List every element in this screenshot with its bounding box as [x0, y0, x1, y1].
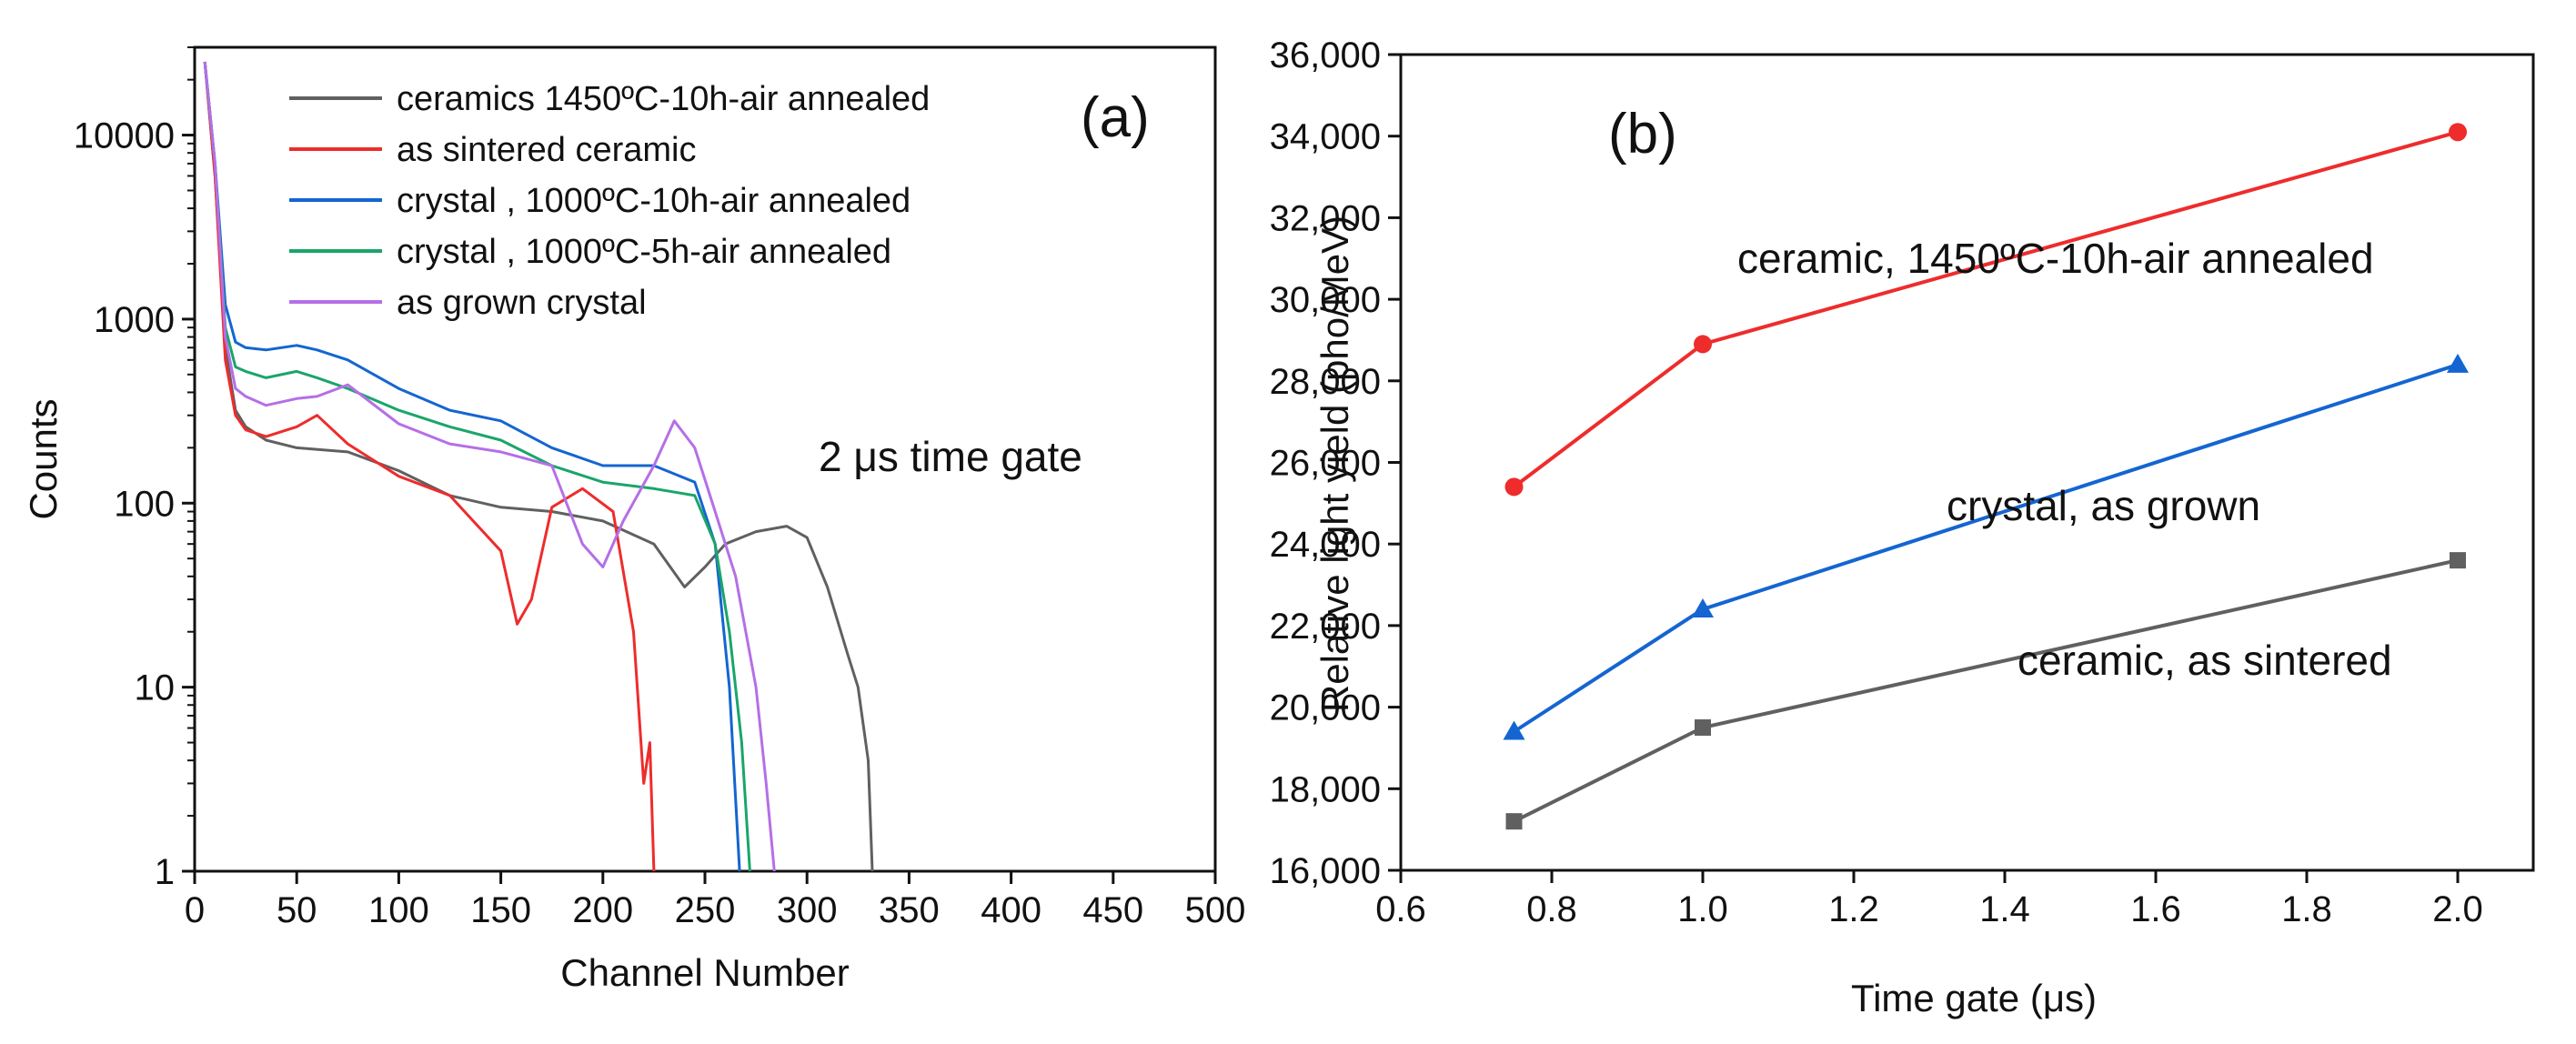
panel-b-y-tick-label: 22,000	[1270, 607, 1381, 647]
panel-a-legend-label-0: ceramics 1450ºC-10h-air annealed	[397, 80, 930, 118]
panel-a-x-tick-label: 250	[675, 890, 736, 930]
panel-b-y-tick-label: 16,000	[1270, 851, 1381, 891]
panel-b-x-tick-label: 1.2	[1828, 889, 1879, 929]
panel-b-x-tick-label: 2.0	[2432, 889, 2483, 929]
panel-b-point-1-1	[1692, 597, 1714, 617]
panel-b-tag: (b)	[1608, 103, 1677, 166]
panel-a-series-line-4	[203, 61, 776, 872]
panel-b-x-tick-label: 0.6	[1375, 889, 1426, 929]
panel-a-x-tick-label: 300	[777, 890, 838, 930]
panel-b-y-tick-label: 32,000	[1270, 198, 1381, 238]
panel-a-series-line-0	[203, 61, 874, 872]
panel-a-series-line-3	[203, 61, 751, 872]
panel-a-y-tick-label: 100	[114, 484, 175, 524]
panel-a-x-tick-label: 100	[368, 890, 429, 930]
panel-a-annotation: 2 μs time gate	[819, 433, 1082, 480]
panel-b-y-tick-label: 24,000	[1270, 525, 1381, 565]
panel-a-y-tick-label: 1	[155, 852, 175, 892]
panel-a-tag: (a)	[1081, 86, 1150, 149]
panel-b-point-0-2	[2449, 123, 2467, 142]
panel-a-y-tick-label: 10	[135, 668, 176, 708]
panel-b-y-ticks: 16,000 18,000 20,000 22,000 24,000 26,000 28,0…	[1270, 35, 1401, 891]
panel-b-series-line-2	[1513, 558, 2459, 823]
panel-b-y-tick-label: 20,000	[1270, 688, 1381, 728]
panel-b-label-crystal-as-grown: crystal, as grown	[1947, 482, 2260, 529]
panel-a-x-tick-label: 50	[277, 890, 317, 930]
panel-b-y-tick-label: 36,000	[1270, 35, 1381, 75]
panel-a-legend-label-3: crystal , 1000ºC-5h-air annealed	[397, 233, 891, 271]
panel-b-point-1-0	[1503, 720, 1525, 740]
panel-a-x-tick-label: 450	[1082, 890, 1143, 930]
panel-b-series-group	[1503, 123, 2469, 830]
panel-b-point-2-2	[2450, 552, 2466, 569]
panel-b-x-tick-label: 0.8	[1526, 889, 1577, 929]
panel-b-x-tick-label: 1.0	[1677, 889, 1728, 929]
panel-b-label-ceramic-annealed: ceramic, 1450ºC-10h-air annealed	[1737, 235, 2374, 282]
panel-b-point-0-0	[1504, 477, 1524, 497]
panel-a: 0 50 100 150 200 250 300 350 400 450 500 1 10 100 100…	[22, 45, 1246, 994]
panel-a-x-tick-label: 200	[572, 890, 633, 930]
panel-b-y-axis-label: Relative light yield (pho/MeV)	[1313, 216, 1356, 712]
panel-b-point-0-1	[1694, 335, 1712, 354]
panel-a-y-tick-label: 10000	[74, 116, 175, 156]
panel-a-legend-label-2: crystal , 1000ºC-10h-air annealed	[397, 182, 911, 220]
panel-a-series-group	[203, 61, 874, 872]
panel-b-x-axis-label: Time gate (μs)	[1851, 977, 2097, 1019]
panel-a-x-tick-label: 350	[879, 890, 940, 930]
panel-b-y-tick-label: 26,000	[1270, 444, 1381, 484]
panel-b-point-2-1	[1695, 719, 1711, 737]
panel-a-y-axis-label: Counts	[22, 398, 65, 519]
panel-a-x-tick-label: 150	[470, 890, 531, 930]
panel-b-series-line-0	[1513, 130, 2459, 488]
panel-a-y-ticks: 1 10 100 1000 10000	[74, 46, 195, 892]
panel-b: 0.6 0.8 1.0 1.2 1.4 1.6 1.8 2.0 16,000 18,000 20,…	[1270, 35, 2535, 1019]
panel-b-y-tick-label: 28,000	[1270, 362, 1381, 402]
panel-b-y-tick-label: 34,000	[1270, 117, 1381, 157]
panel-b-x-tick-label: 1.8	[2281, 889, 2332, 929]
panel-b-x-tick-label: 1.6	[2130, 889, 2181, 929]
panel-a-x-tick-label: 400	[981, 890, 1041, 930]
panel-b-y-tick-label: 30,000	[1270, 280, 1381, 320]
panel-a-x-tick-label: 500	[1185, 890, 1246, 930]
panel-a-x-axis-label: Channel Number	[560, 951, 850, 994]
panel-b-point-2-0	[1505, 813, 1523, 830]
panel-a-series-line-1	[203, 61, 656, 872]
panel-a-y-tick-label: 1000	[94, 300, 175, 340]
panel-b-y-tick-label: 18,000	[1270, 769, 1381, 809]
panel-b-plot-frame	[1399, 53, 2535, 872]
panel-a-legend-label-1: as sintered ceramic	[397, 131, 696, 169]
panel-b-label-ceramic-as-sintered: ceramic, as sintered	[2018, 637, 2392, 684]
panel-b-x-tick-label: 1.4	[1979, 889, 2030, 929]
panel-a-x-ticks: 0 50 100 150 200 250 300 350 400 450 500	[185, 871, 1246, 930]
panel-b-x-ticks: 0.6 0.8 1.0 1.2 1.4 1.6 1.8 2.0	[1375, 870, 2483, 929]
panel-a-series-line-2	[203, 61, 741, 872]
panel-b-point-1-2	[2447, 353, 2469, 373]
panel-a-x-tick-label: 0	[185, 890, 205, 930]
panel-a-legend-label-4: as grown crystal	[397, 284, 647, 322]
panel-a-legend: ceramics 1450ºC-10h-air annealed as sinte…	[289, 80, 930, 322]
